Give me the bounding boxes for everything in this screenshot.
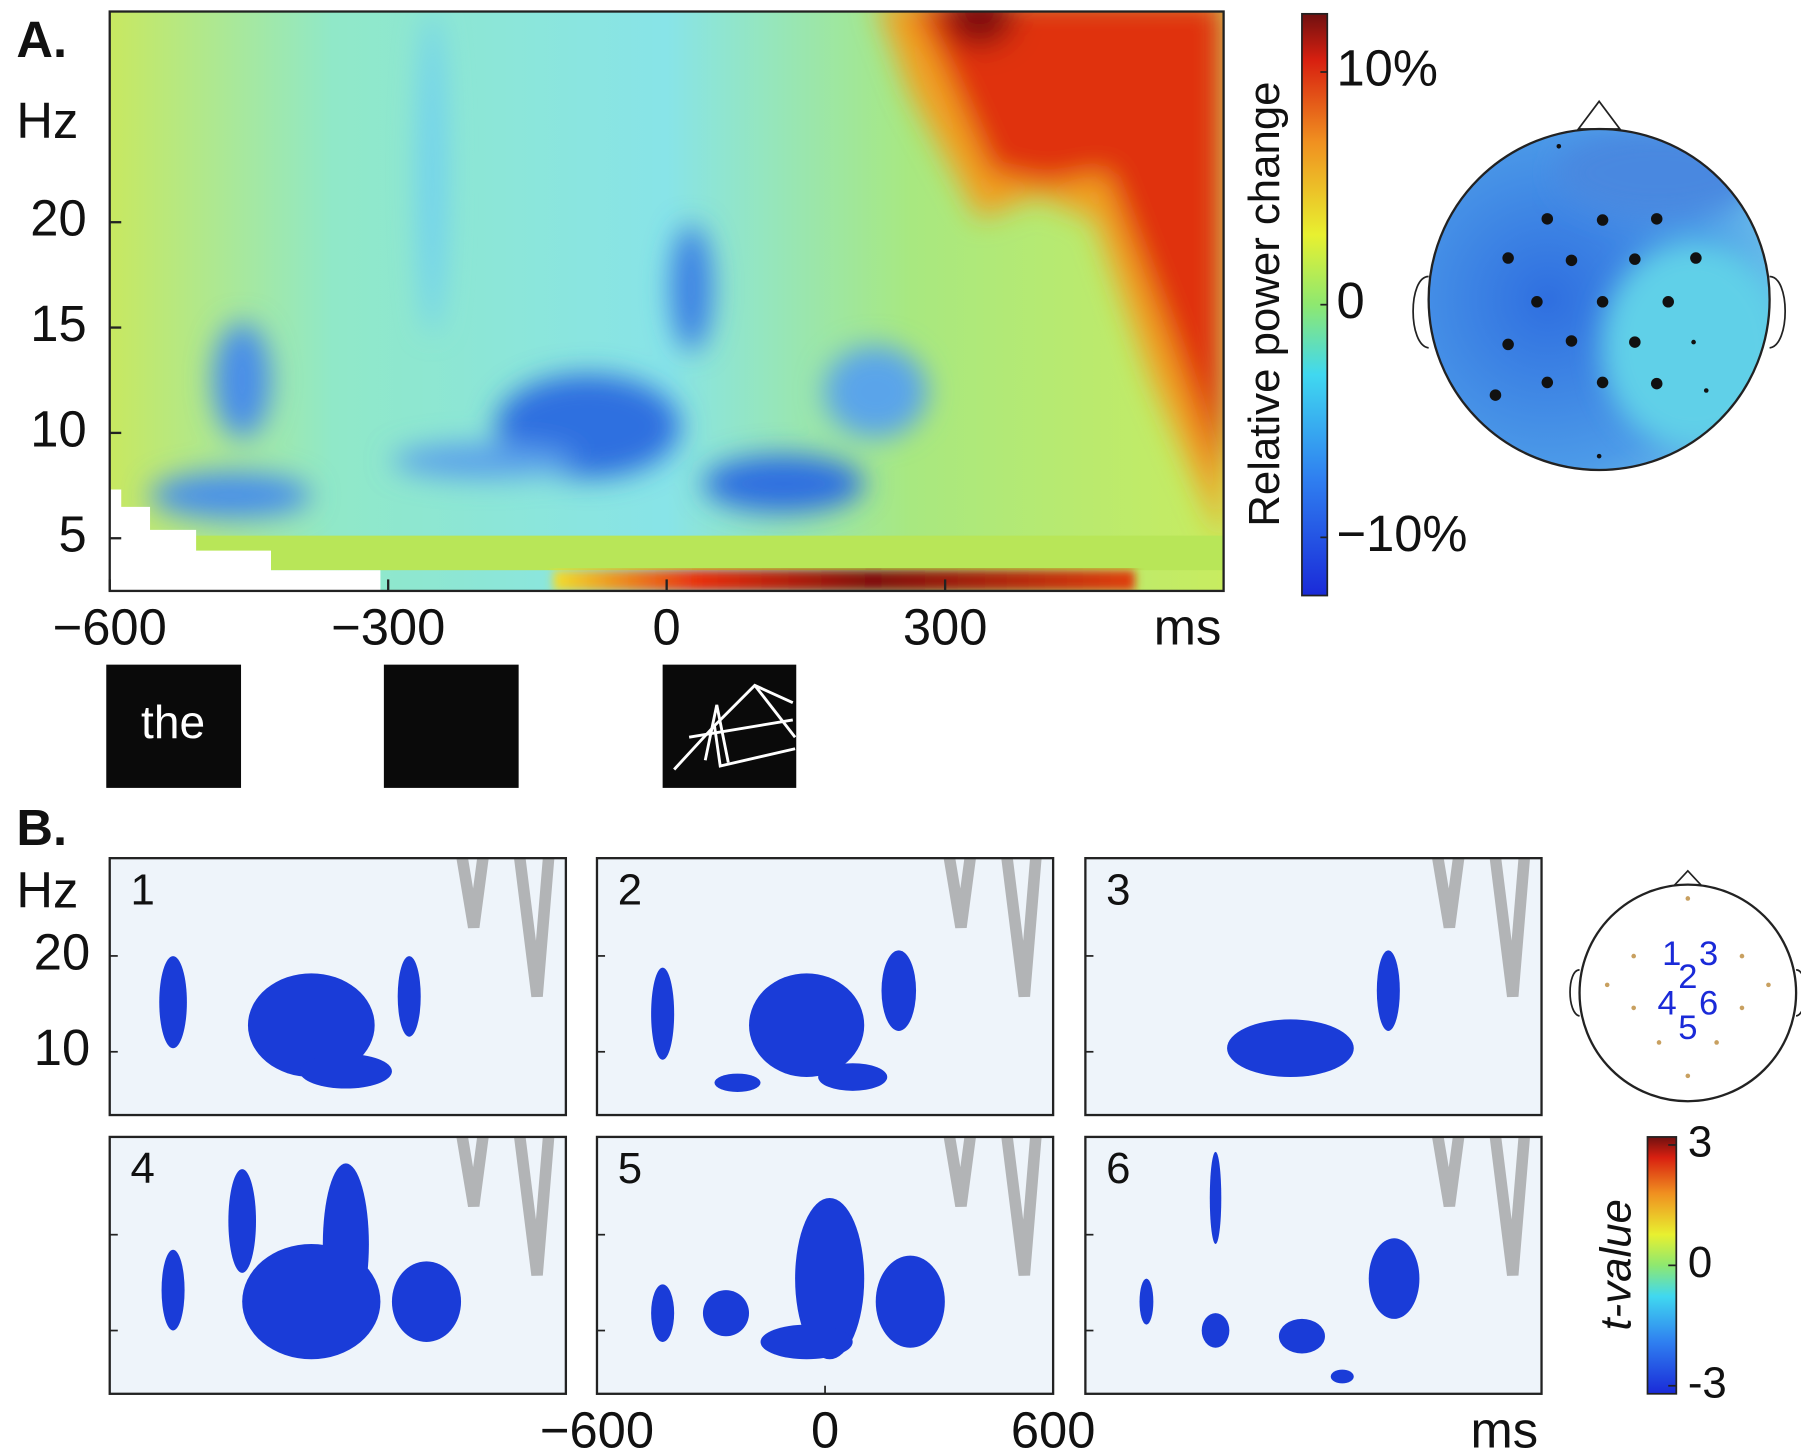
significant-cluster bbox=[1201, 1313, 1230, 1348]
electrode-label: 4 bbox=[1657, 985, 1676, 1023]
subplot: 4 bbox=[108, 1135, 568, 1395]
colorbar-tick-label: −10% bbox=[1336, 505, 1467, 562]
subplot: 2 bbox=[595, 857, 1055, 1117]
y-tick-label: 10 bbox=[30, 400, 86, 457]
heatmap bbox=[109, 11, 1224, 591]
stimuli: the bbox=[106, 664, 797, 788]
subplot-frame bbox=[1084, 1135, 1543, 1395]
subplot: 3 bbox=[1084, 857, 1543, 1117]
significant-cluster bbox=[1368, 1238, 1420, 1319]
electrode-label: 3 bbox=[1699, 935, 1718, 973]
electrode-label: 6 bbox=[1699, 985, 1718, 1023]
colorbar-tick-label: -3 bbox=[1688, 1358, 1727, 1407]
subplot-label: 1 bbox=[130, 865, 154, 914]
significant-cluster bbox=[299, 1053, 392, 1089]
panel-label: A. bbox=[16, 11, 67, 68]
colorbar-tick-label: 10% bbox=[1336, 39, 1437, 96]
significant-cluster bbox=[714, 1073, 761, 1092]
x-tick-label: 300 bbox=[903, 599, 988, 656]
subplot-label: 3 bbox=[1106, 865, 1130, 914]
significant-cluster bbox=[651, 967, 675, 1060]
colorbar-label: Relative power change bbox=[1240, 81, 1289, 526]
significant-cluster bbox=[1330, 1369, 1354, 1384]
significant-cluster bbox=[228, 1169, 257, 1273]
significant-cluster bbox=[651, 1284, 675, 1342]
significant-cluster bbox=[322, 1163, 369, 1325]
grey-streak bbox=[943, 857, 1042, 998]
significant-cluster bbox=[875, 1255, 945, 1348]
significant-cluster bbox=[702, 1290, 750, 1337]
significant-cluster bbox=[161, 1249, 185, 1331]
subplot-label: 2 bbox=[618, 865, 642, 914]
colorbar-label: t-value bbox=[1591, 1199, 1640, 1330]
head-map bbox=[1412, 99, 1786, 472]
x-axis-label: ms bbox=[1154, 599, 1222, 656]
y-axis-label: Hz bbox=[16, 92, 78, 149]
significant-cluster bbox=[1227, 1019, 1354, 1078]
y-axis-label: Hz bbox=[16, 861, 78, 918]
grey-streak bbox=[1432, 1135, 1530, 1276]
significant-cluster bbox=[1209, 1151, 1222, 1245]
grey-streak bbox=[456, 1135, 555, 1276]
y-tick-label: 10 bbox=[34, 1019, 90, 1076]
y-tick-label: 15 bbox=[30, 295, 86, 352]
subplot-label: 4 bbox=[130, 1144, 154, 1193]
x-tick-label: −300 bbox=[331, 599, 445, 656]
subplot-label: 5 bbox=[618, 1144, 642, 1193]
subplot-label: 6 bbox=[1106, 1144, 1130, 1193]
panel-label: B. bbox=[16, 799, 67, 856]
x-tick-label: −600 bbox=[53, 599, 167, 656]
electrode-map bbox=[1569, 869, 1801, 1103]
significant-cluster bbox=[881, 950, 917, 1031]
subplot-background bbox=[1085, 1136, 1542, 1394]
x-tick-label: 600 bbox=[1011, 1402, 1096, 1456]
significant-cluster bbox=[1139, 1278, 1154, 1325]
significant-cluster bbox=[749, 973, 865, 1078]
significant-cluster bbox=[1376, 950, 1400, 1031]
y-tick-label: 20 bbox=[34, 923, 90, 980]
colorbar-tick-label: 0 bbox=[1688, 1238, 1712, 1287]
stimulus-word: the bbox=[141, 696, 205, 748]
x-tick-label: 0 bbox=[811, 1402, 839, 1456]
grey-streak bbox=[1432, 857, 1530, 998]
subplot-frame bbox=[108, 1135, 568, 1395]
subplot: 1 bbox=[108, 857, 568, 1117]
subplot: 5 bbox=[595, 1135, 1055, 1395]
x-tick-label: 0 bbox=[653, 599, 681, 656]
significant-cluster bbox=[1278, 1318, 1325, 1354]
significant-cluster bbox=[397, 956, 421, 1037]
significant-cluster bbox=[760, 1324, 853, 1360]
significant-cluster bbox=[818, 1063, 888, 1091]
x-tick-label: −600 bbox=[540, 1402, 654, 1456]
significant-cluster bbox=[795, 1197, 865, 1360]
significant-cluster bbox=[391, 1261, 462, 1342]
subplot-frame bbox=[595, 857, 1055, 1117]
grey-streak bbox=[943, 1135, 1042, 1276]
y-tick-label: 20 bbox=[30, 190, 86, 247]
subplot: 6 bbox=[1084, 1135, 1543, 1395]
colorbar-tick-label: 0 bbox=[1336, 272, 1364, 329]
significant-cluster bbox=[159, 956, 187, 1049]
grey-streak bbox=[456, 857, 555, 998]
y-tick-label: 5 bbox=[58, 506, 86, 563]
subplots: 1 2 3 4 5 6 bbox=[108, 857, 1543, 1395]
subplot-frame bbox=[1084, 857, 1543, 1117]
subplot-background bbox=[1085, 858, 1542, 1116]
colorbar-tick-label: 3 bbox=[1688, 1118, 1712, 1167]
significant-cluster bbox=[247, 973, 375, 1078]
electrode-label: 5 bbox=[1678, 1009, 1697, 1047]
electrode-label: 2 bbox=[1678, 958, 1697, 996]
electrode-label: 1 bbox=[1662, 935, 1681, 973]
subplot-frame bbox=[108, 857, 568, 1117]
x-axis-label: ms bbox=[1471, 1402, 1539, 1456]
